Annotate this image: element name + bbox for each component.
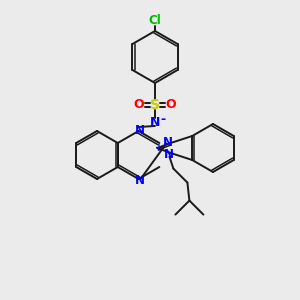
Text: +: + [155, 143, 164, 153]
Text: Cl: Cl [148, 14, 161, 28]
Text: S: S [150, 98, 160, 112]
Text: N: N [162, 136, 172, 149]
Text: N: N [135, 124, 145, 136]
Text: O: O [134, 98, 144, 112]
Text: O: O [166, 98, 176, 112]
Text: N: N [150, 116, 160, 128]
Text: N: N [164, 148, 173, 161]
Text: -: - [160, 113, 166, 127]
Text: N: N [135, 173, 145, 187]
